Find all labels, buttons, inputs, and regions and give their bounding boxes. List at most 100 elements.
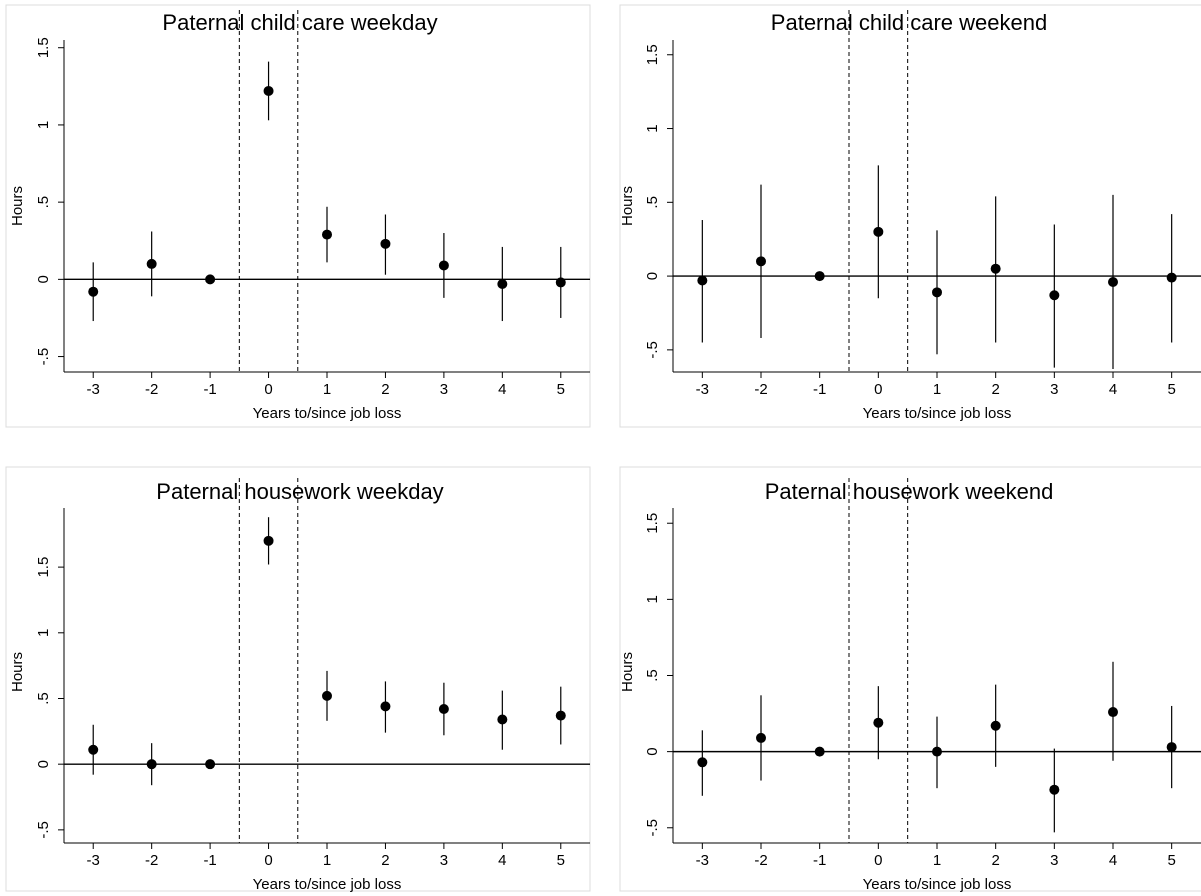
x-tick-label: -2 [754,381,767,398]
chart-panel-2: Paternal child care weekend -.5 0 .5 1 1.5 -3 -… [619,4,1201,428]
x-tick-label: -1 [813,852,826,869]
x-axis-title: Years to/since job loss [863,405,1012,422]
x-tick-label: 5 [1167,852,1175,869]
x-axis-title: Years to/since job loss [253,405,402,422]
x-tick-label: 2 [381,852,389,869]
chart-panel-1: Paternal child care weekday -.5 0 .5 1 1.5 -3 -… [5,4,591,428]
point-estimate [497,714,508,725]
x-tick-label: -2 [145,852,158,869]
point-estimate [322,229,332,240]
x-tick-label: 2 [991,852,999,869]
y-tick-label: 1.5 [35,557,52,578]
y-tick-label: .5 [35,196,52,209]
x-axis-title: Years to/since job loss [863,876,1012,893]
point-estimate [205,759,216,770]
x-tick-label: 1 [933,852,941,869]
x-tick-label: 0 [264,381,272,398]
y-tick-label: .5 [35,692,52,705]
x-tick-label: -2 [145,381,158,398]
y-tick-label: 1.5 [644,44,661,65]
point-estimate [438,704,449,714]
y-tick-label: -.5 [644,819,661,837]
y-axis-title: Hours [9,186,26,226]
point-estimate [756,732,766,743]
chart-panel-4: Paternal housework weekend -.5 0 .5 1 1.5 -3 -2… [619,466,1201,893]
panel-background [619,4,1201,428]
y-tick-label: 0 [644,272,661,280]
y-tick-label: 0 [644,747,661,755]
point-estimate [814,271,825,282]
point-estimate [205,274,216,285]
x-tick-label: 4 [1109,381,1117,398]
chart-title: Paternal child care weekend [771,10,1047,35]
point-estimate [990,263,1001,274]
point-estimate [438,260,449,271]
point-estimate [932,746,942,757]
point-estimate [555,710,566,721]
point-estimate [263,535,274,546]
point-estimate [146,759,157,770]
y-tick-label: 1 [644,595,661,603]
point-estimate [497,278,508,289]
y-tick-label: -.5 [35,821,52,839]
point-estimate [555,277,566,288]
chart-title: Paternal housework weekend [765,479,1054,504]
point-estimate [1166,272,1177,283]
x-tick-label: 3 [440,852,448,869]
x-tick-label: 2 [381,381,389,398]
point-estimate [380,238,391,249]
point-estimate [263,85,274,96]
x-tick-label: 2 [991,381,999,398]
point-estimate [1166,742,1177,753]
x-tick-label: -2 [754,852,767,869]
y-tick-label: .5 [644,669,661,682]
x-tick-label: -1 [203,381,216,398]
x-tick-label: 0 [264,852,272,869]
y-tick-label: -.5 [644,341,661,359]
x-tick-label: -1 [813,381,826,398]
point-estimate [88,286,99,297]
y-tick-label: 0 [35,275,52,283]
point-estimate [322,690,332,701]
point-estimate [88,744,99,755]
x-tick-label: -3 [696,852,709,869]
point-estimate [1049,784,1060,795]
point-estimate [1108,276,1118,287]
point-estimate [380,701,391,712]
y-tick-label: 1 [35,121,52,129]
point-estimate [1108,707,1118,718]
point-estimate [1049,290,1060,301]
x-tick-label: 4 [498,852,506,869]
x-tick-label: 3 [1050,381,1058,398]
point-estimate [990,720,1001,731]
x-axis-title: Years to/since job loss [253,876,402,893]
x-tick-label: 5 [1167,381,1175,398]
y-tick-label: -.5 [35,348,52,366]
x-tick-label: -3 [87,852,100,869]
x-tick-label: 0 [874,852,882,869]
x-tick-label: -3 [696,381,709,398]
x-tick-label: 3 [1050,852,1058,869]
x-tick-label: 1 [323,381,331,398]
x-tick-label: 3 [440,381,448,398]
point-estimate [146,258,157,269]
x-tick-label: 4 [498,381,506,398]
y-tick-label: 1 [35,629,52,637]
x-tick-label: 1 [933,381,941,398]
chart-title: Paternal child care weekday [162,10,437,35]
x-tick-label: 5 [557,852,565,869]
x-tick-label: 5 [557,381,565,398]
y-axis-title: Hours [619,652,636,692]
point-estimate [697,275,708,286]
y-axis-title: Hours [619,186,636,226]
y-tick-label: 1.5 [644,513,661,534]
y-tick-label: 1 [644,124,661,132]
point-estimate [697,757,708,768]
point-estimate [932,287,942,298]
point-estimate [814,746,825,757]
y-tick-label: .5 [644,196,661,209]
point-estimate [873,226,884,237]
chart-panel-3: Paternal housework weekday -.5 0 .5 1 1.5 -3 -2… [5,466,591,893]
point-estimate [756,256,766,267]
